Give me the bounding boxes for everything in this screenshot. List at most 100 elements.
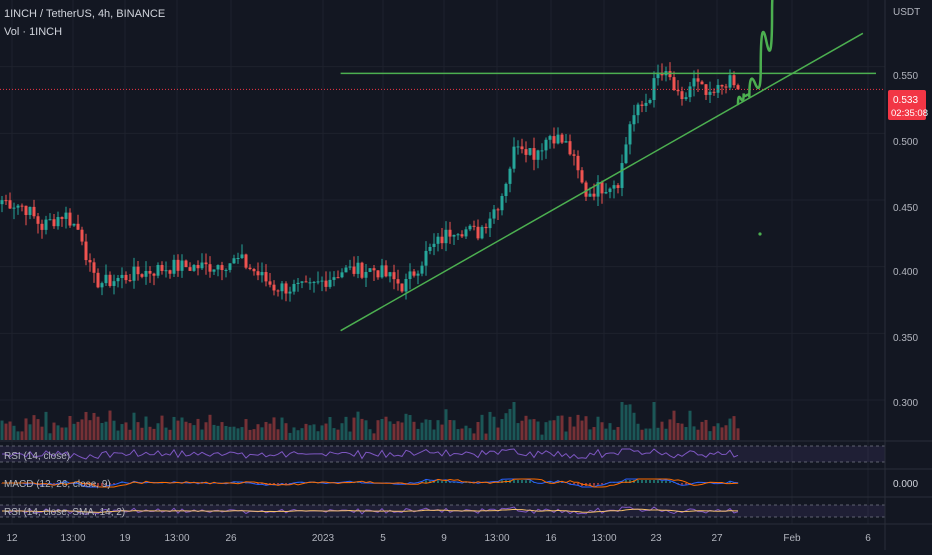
rsi-sma-pane[interactable]: RSI (14, close, SMA, 14, 2): [0, 504, 885, 518]
volume-bar: [420, 422, 424, 440]
candle-body: [684, 97, 688, 100]
macd-histogram-bar: [105, 483, 107, 486]
candle-body: [724, 86, 728, 88]
volume-bar: [484, 433, 488, 440]
volume-bar: [556, 415, 560, 440]
candle-body: [76, 223, 80, 230]
macd-histogram-bar: [425, 480, 427, 483]
volume-bar: [712, 426, 716, 440]
trendline-drawings[interactable]: [340, 0, 876, 332]
volume-bar: [116, 430, 120, 440]
macd-pane[interactable]: MACD (12, 26, close, 9) 0.000: [1, 478, 918, 490]
volume-bar: [196, 418, 200, 440]
price-axis[interactable]: USDT 0.550 0.500 0.450 0.400 0.350 0.300…: [884, 0, 928, 550]
candle-body: [60, 217, 64, 219]
macd-histogram-bar: [641, 480, 643, 483]
volume-bar: [704, 419, 708, 440]
candle-body: [656, 72, 660, 79]
volume-bar: [404, 413, 408, 440]
volume-bar: [332, 428, 336, 440]
candle-body: [440, 236, 444, 244]
volume-bar: [276, 429, 280, 440]
candle-body: [680, 91, 684, 100]
volume-bar: [384, 416, 388, 440]
volume-bar: [236, 428, 240, 440]
volume-bars: [0, 402, 740, 440]
macd-histogram-bar: [517, 480, 519, 483]
candle-body: [604, 192, 608, 194]
volume-bar: [516, 423, 520, 440]
macd-histogram-bar: [313, 482, 315, 483]
candlestick-series[interactable]: [0, 62, 740, 302]
macd-histogram-bar: [449, 482, 451, 483]
volume-bar: [436, 420, 440, 440]
rsi-pane[interactable]: RSI (14, close): [0, 445, 885, 463]
macd-histogram-bar: [637, 480, 639, 483]
candle-body: [320, 280, 324, 282]
candle-body: [304, 281, 308, 283]
volume-bar: [312, 424, 316, 440]
candle-body: [456, 234, 460, 236]
candle-body: [544, 139, 548, 151]
macd-histogram-bar: [273, 483, 275, 485]
macd-histogram-bar: [669, 481, 671, 483]
volume-bar: [664, 428, 668, 440]
candle-body: [280, 283, 284, 292]
candle-body: [276, 290, 280, 292]
volume-bar: [124, 422, 128, 440]
macd-histogram-bar: [37, 483, 39, 485]
time-tick-label: Feb: [783, 533, 801, 544]
symbol-title[interactable]: 1INCH / TetherUS, 4h, BINANCE: [4, 8, 165, 20]
candle-body: [392, 272, 396, 280]
candle-body: [376, 270, 380, 278]
time-axis[interactable]: 12 13:00 19 13:00 26 2023 5 9 13:00 16 1…: [6, 533, 871, 544]
volume-bar: [708, 431, 712, 440]
candle-body: [472, 225, 476, 227]
macd-histogram-bar: [577, 483, 579, 485]
volume-bar: [520, 420, 524, 440]
volume-label[interactable]: Vol · 1INCH: [4, 26, 62, 38]
candle-body: [584, 182, 588, 197]
volume-bar: [140, 427, 144, 440]
volume-bar: [68, 415, 72, 440]
candle-body: [672, 77, 676, 90]
macd-histogram-bar: [277, 483, 279, 485]
volume-bar: [128, 429, 132, 440]
current-price-tag: [888, 90, 926, 120]
volume-bar: [580, 420, 584, 440]
candle-body: [712, 91, 716, 93]
price-tick-label: 0.350: [893, 333, 918, 344]
volume-bar: [640, 429, 644, 440]
volume-bar: [720, 427, 724, 440]
volume-bar: [12, 425, 16, 440]
candle-body: [104, 274, 108, 284]
candle-body: [420, 265, 424, 274]
candle-body: [132, 266, 136, 281]
rsi-label: RSI (14, close): [4, 451, 70, 462]
projected-path-drawing[interactable]: [736, 0, 789, 106]
volume-bar: [688, 410, 692, 440]
candle-body: [264, 272, 268, 282]
volume-bar: [472, 433, 476, 440]
support-trendline[interactable]: [340, 32, 864, 332]
volume-bar: [492, 416, 496, 440]
volume-bar: [40, 426, 44, 440]
volume-bar: [100, 423, 104, 440]
macd-histogram-bar: [681, 483, 683, 485]
macd-histogram-bar: [661, 481, 663, 483]
macd-histogram-bar: [101, 483, 103, 486]
candle-body: [284, 283, 288, 294]
volume-bar: [112, 420, 116, 440]
volume-bar: [632, 412, 636, 440]
candle-body: [8, 200, 12, 209]
volume-bar: [440, 424, 444, 440]
macd-histogram-bar: [573, 483, 575, 485]
volume-bar: [468, 428, 472, 440]
candle-body: [500, 196, 504, 211]
volume-bar: [696, 429, 700, 440]
candle-body: [488, 218, 492, 229]
rsi-line: [2, 448, 739, 460]
candle-body: [164, 270, 168, 272]
candle-body: [84, 241, 88, 261]
